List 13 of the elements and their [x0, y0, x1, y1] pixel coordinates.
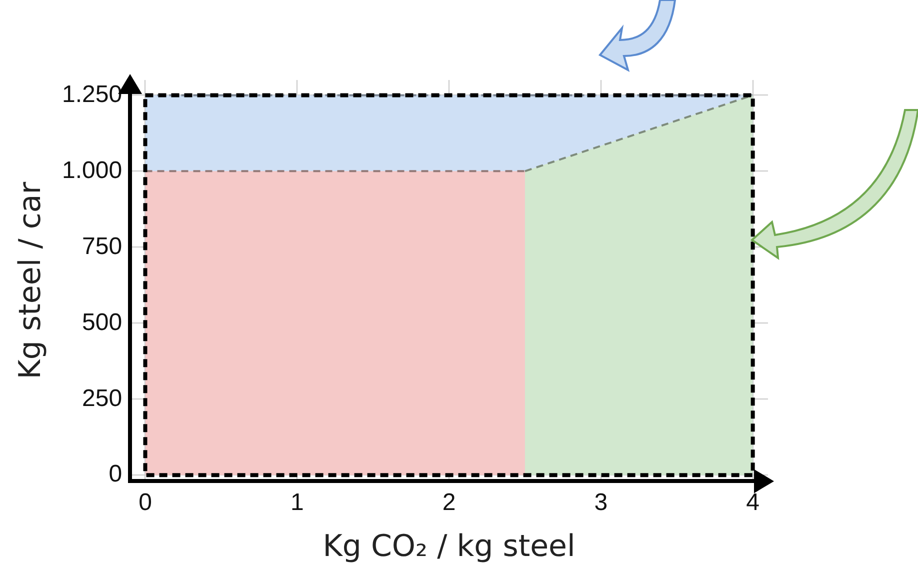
x-tick-label: 0	[138, 489, 152, 516]
y-tick-label: 1.250	[62, 80, 122, 108]
y-tick-label: 250	[82, 384, 122, 412]
y-tick-label: 500	[82, 308, 122, 336]
x-tick-label: 4	[746, 489, 760, 516]
x-tick-label: 1	[290, 489, 304, 516]
y-axis-title: Kg steel / car	[12, 181, 48, 380]
y-tick-label: 0	[108, 460, 122, 488]
x-tick-label: 2	[442, 489, 456, 516]
y-tick-label: 1.000	[62, 156, 122, 184]
y-tick-label: 750	[82, 232, 122, 260]
x-tick-label: 3	[594, 489, 608, 516]
x-axis-title: Kg CO₂ / kg steel	[322, 528, 576, 564]
